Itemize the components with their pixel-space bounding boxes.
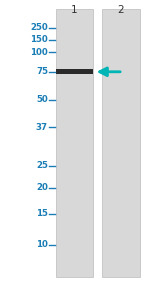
Text: 37: 37	[36, 123, 48, 132]
Text: 15: 15	[36, 209, 48, 218]
Bar	[56, 69, 93, 74]
Text: 150: 150	[30, 35, 48, 44]
Bar	[56, 9, 93, 277]
Bar	[102, 9, 140, 277]
Text: 2: 2	[117, 5, 124, 15]
Text: 10: 10	[36, 240, 48, 249]
Text: 25: 25	[36, 161, 48, 170]
Text: 1: 1	[71, 5, 78, 15]
Text: 250: 250	[30, 23, 48, 32]
Text: 50: 50	[36, 95, 48, 104]
Text: 75: 75	[36, 67, 48, 76]
Text: 20: 20	[36, 183, 48, 192]
Text: 100: 100	[30, 48, 48, 57]
